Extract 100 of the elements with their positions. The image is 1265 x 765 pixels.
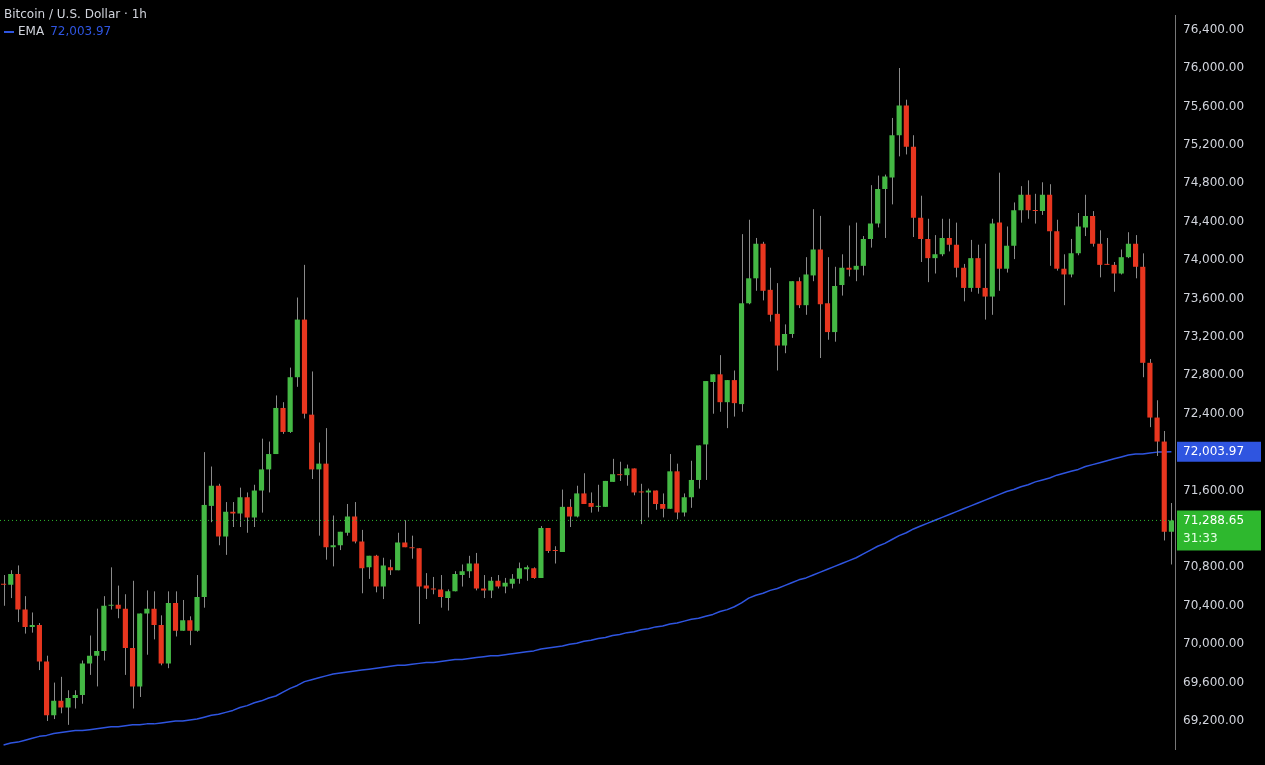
candlestick [1097,229,1103,278]
candlestick [65,689,71,726]
text: 72,003.97 [50,24,112,38]
candlestick [344,503,351,537]
candlestick [839,253,845,297]
candlestick [552,545,558,565]
y-tick-label: 74,000.00 [1183,252,1245,267]
candlestick [588,491,594,514]
candlestick [280,401,286,435]
candlestick [982,243,988,321]
data-label: 72,003.97 [1183,443,1245,458]
candlestick [438,574,444,609]
candlestick [266,441,272,493]
y-tick-label: 69,600.00 [1183,674,1245,689]
candlestick [610,458,616,483]
chart-title: Bitcoin / U.S. Dollar · 1h [4,6,147,23]
candlestick [230,501,236,528]
y-tick-label: 73,600.00 [1183,290,1245,305]
candlestick [22,595,28,635]
candlestick [688,460,694,509]
candlestick [244,491,250,534]
candlestick [660,492,666,518]
candlestick [516,562,523,585]
candlestick [51,682,57,720]
y-tick-label: 74,800.00 [1183,175,1245,190]
candlestick [939,218,945,257]
candlestick [524,564,530,582]
candlestick [638,483,644,525]
candlestick [545,527,551,554]
candlestick [187,615,193,646]
ref-line-label: 71,288.65 [1183,512,1245,527]
y-tick-label: 72,800.00 [1183,367,1245,382]
candlestick [681,492,687,517]
candlestick [617,461,623,482]
candlestick [1032,193,1038,225]
candlestick [459,563,465,588]
candlestick [1,574,7,607]
candlestick [932,234,938,275]
candlestick [430,576,437,595]
candlestick [108,566,114,611]
y-tick-label: 70,400.00 [1183,597,1245,612]
candlestick [953,222,960,278]
candlestick [724,379,730,429]
candlestick [581,472,587,505]
candlestick [946,218,952,252]
candlestick [94,608,100,687]
candlestick [1068,238,1074,278]
candlestick [330,515,336,567]
candlestick [853,222,859,282]
candlestick [710,373,716,415]
candlestick [208,466,214,523]
candlestick [115,585,121,619]
y-tick-label: 70,800.00 [1183,559,1245,574]
candlestick [1025,179,1031,220]
candlestick [781,323,788,354]
y-tick-label: 71,600.00 [1183,482,1245,497]
candlestick [846,225,852,277]
candlestick [567,498,573,528]
candlestick [961,263,967,302]
candlestick [481,574,487,599]
candlestick [72,689,78,710]
candlestick [1018,185,1024,224]
candlestick [151,590,157,640]
candlestick [1061,253,1067,306]
candlestick [1125,231,1132,259]
y-tick-label: 73,200.00 [1183,329,1245,344]
candlestick [29,611,35,634]
candlestick [488,576,494,599]
candlestick [918,195,924,263]
candlestick [1133,234,1139,279]
candlestick [380,557,386,600]
candlestick [402,519,408,548]
candlestick [882,174,888,239]
candlestick [8,569,14,599]
legend-label: EMA [18,24,45,38]
y-tick-label: 76,400.00 [1183,21,1245,36]
candlestick [1118,249,1124,275]
y-tick-label: 75,600.00 [1183,98,1245,113]
text: 31:33 [1183,530,1218,545]
candlestick [867,184,874,249]
y-tick-label: 76,000.00 [1183,60,1245,75]
candlestick [1039,181,1046,216]
candlestick [624,464,630,487]
candlestick [58,676,64,714]
y-tick-label: 69,200.00 [1183,713,1245,728]
candlestick [1082,194,1089,237]
y-tick-label: 74,400.00 [1183,213,1245,228]
y-tick-label: 72,400.00 [1183,405,1245,420]
candlestick [237,487,243,528]
candlestick [445,588,451,612]
candlestick [409,535,415,560]
candlestick [595,484,601,513]
candlestick [1004,225,1010,274]
candlestick [1104,237,1110,266]
y-tick-label: 75,200.00 [1183,136,1245,151]
candlestick [1111,261,1117,293]
candlestick [925,218,931,283]
candlestick [180,599,186,632]
candlestick [574,485,580,518]
candlestick [731,370,737,418]
